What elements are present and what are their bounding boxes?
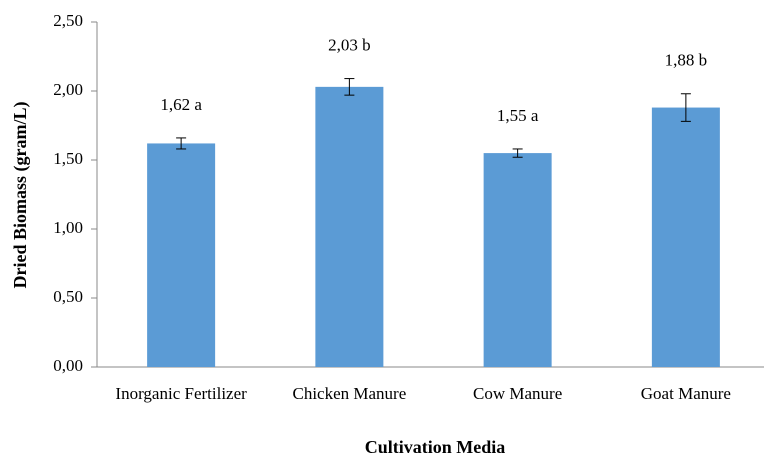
y-axis-title: Dried Biomass (gram/L)	[10, 102, 31, 289]
y-tick-label: 0,50	[53, 287, 83, 306]
bar	[651, 107, 720, 367]
y-tick-label: 1,50	[53, 149, 83, 168]
y-tick-label: 1,00	[53, 218, 83, 237]
error-bar	[176, 137, 187, 150]
bar	[315, 86, 384, 368]
error-bar	[344, 78, 355, 96]
y-tick-label: 2,50	[53, 11, 83, 30]
error-bar	[512, 148, 523, 158]
bar	[483, 153, 552, 367]
x-tick-label: Cow Manure	[473, 384, 563, 403]
y-tick-label: 0,00	[53, 356, 83, 375]
data-label: 1,55 a	[497, 106, 539, 125]
x-axis-title: Cultivation Media	[365, 437, 506, 457]
data-label: 1,88 b	[665, 51, 708, 70]
data-label: 1,62 a	[160, 95, 202, 114]
data-label: 2,03 b	[328, 35, 371, 54]
x-tick-label: Goat Manure	[640, 384, 731, 403]
y-tick-label: 2,00	[53, 80, 83, 99]
x-tick-label: Inorganic Fertilizer	[115, 384, 247, 403]
error-bar	[680, 93, 691, 122]
bar	[147, 143, 216, 367]
x-tick-label: Chicken Manure	[292, 384, 407, 403]
